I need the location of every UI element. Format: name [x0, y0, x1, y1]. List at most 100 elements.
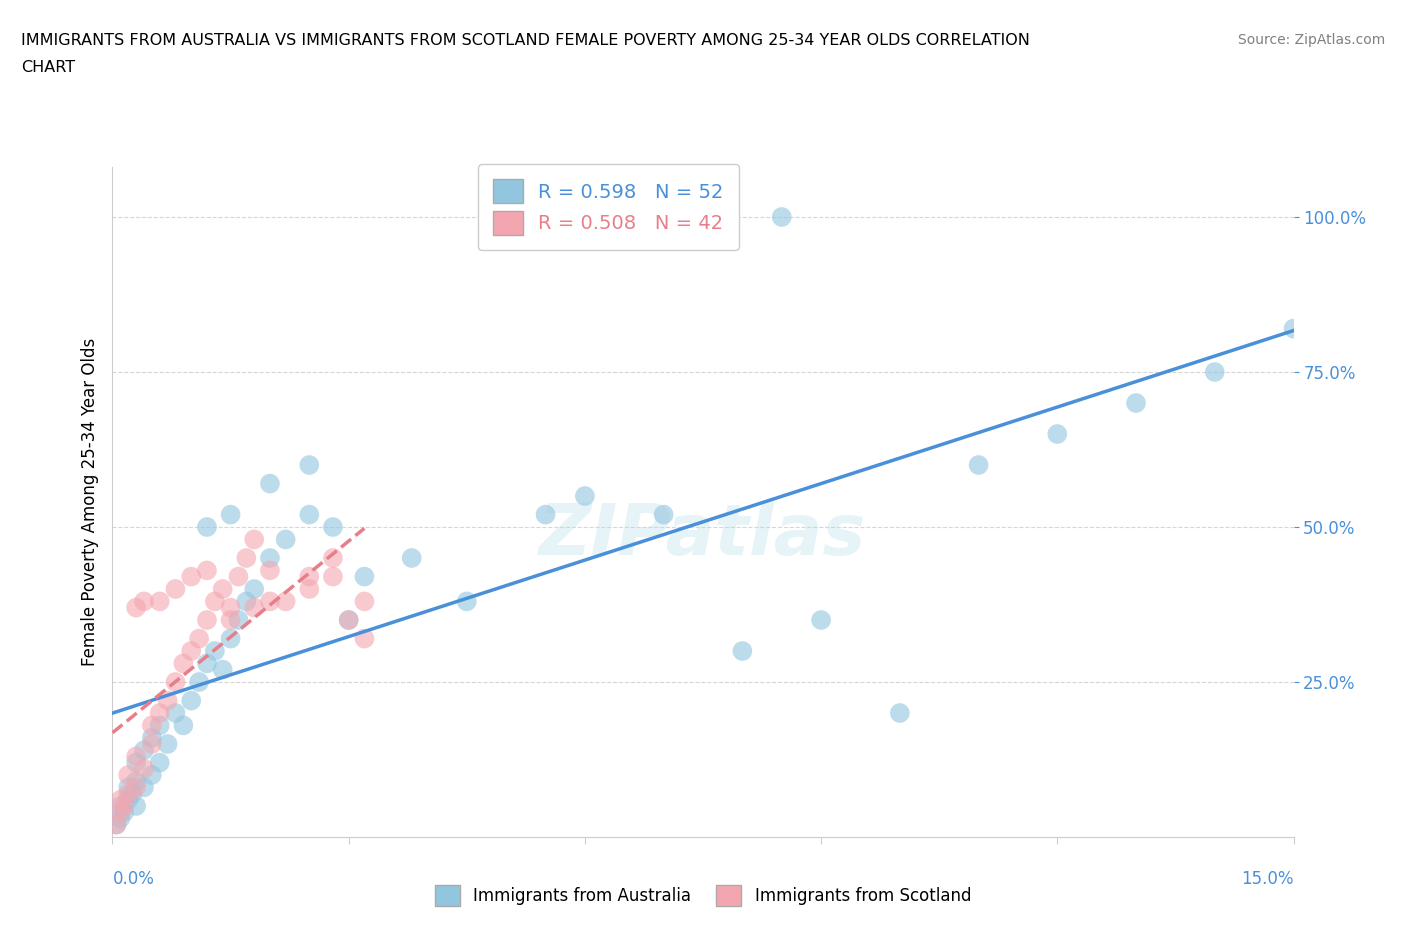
Text: 15.0%: 15.0%	[1241, 870, 1294, 888]
Point	[652, 507, 675, 522]
Point	[322, 520, 344, 535]
Point	[195, 656, 218, 671]
Point	[259, 476, 281, 491]
Point	[110, 804, 132, 819]
Point	[149, 594, 172, 609]
Point	[1204, 365, 1226, 379]
Text: 0.0%: 0.0%	[112, 870, 155, 888]
Point	[125, 600, 148, 615]
Point	[172, 656, 194, 671]
Text: CHART: CHART	[21, 60, 75, 75]
Point	[165, 674, 187, 689]
Point	[337, 613, 360, 628]
Point	[180, 693, 202, 708]
Point	[195, 520, 218, 535]
Point	[353, 594, 375, 609]
Point	[141, 718, 163, 733]
Point	[219, 613, 242, 628]
Point	[172, 718, 194, 733]
Point	[121, 786, 143, 801]
Point	[132, 762, 155, 777]
Point	[125, 749, 148, 764]
Text: IMMIGRANTS FROM AUSTRALIA VS IMMIGRANTS FROM SCOTLAND FEMALE POVERTY AMONG 25-34: IMMIGRANTS FROM AUSTRALIA VS IMMIGRANTS …	[21, 33, 1031, 47]
Y-axis label: Female Poverty Among 25-34 Year Olds: Female Poverty Among 25-34 Year Olds	[80, 339, 98, 666]
Point	[125, 774, 148, 789]
Point	[353, 569, 375, 584]
Point	[112, 799, 135, 814]
Point	[259, 551, 281, 565]
Point	[298, 507, 321, 522]
Point	[259, 563, 281, 578]
Point	[125, 755, 148, 770]
Point	[156, 693, 179, 708]
Point	[204, 594, 226, 609]
Point	[105, 817, 128, 832]
Point	[125, 799, 148, 814]
Point	[243, 600, 266, 615]
Point	[117, 786, 139, 801]
Point	[141, 730, 163, 745]
Point	[401, 551, 423, 565]
Point	[149, 755, 172, 770]
Point	[112, 804, 135, 819]
Legend: Immigrants from Australia, Immigrants from Scotland: Immigrants from Australia, Immigrants fr…	[429, 879, 977, 912]
Point	[132, 780, 155, 795]
Point	[322, 569, 344, 584]
Point	[195, 563, 218, 578]
Point	[180, 569, 202, 584]
Point	[731, 644, 754, 658]
Point	[165, 706, 187, 721]
Point	[1046, 427, 1069, 442]
Point	[274, 594, 297, 609]
Point	[204, 644, 226, 658]
Point	[125, 780, 148, 795]
Point	[180, 644, 202, 658]
Point	[165, 581, 187, 596]
Point	[132, 594, 155, 609]
Point	[243, 532, 266, 547]
Point	[105, 817, 128, 832]
Point	[967, 458, 990, 472]
Point	[534, 507, 557, 522]
Point	[456, 594, 478, 609]
Point	[141, 767, 163, 782]
Point	[110, 811, 132, 826]
Point	[219, 507, 242, 522]
Point	[298, 581, 321, 596]
Point	[156, 737, 179, 751]
Point	[149, 706, 172, 721]
Point	[298, 569, 321, 584]
Point	[574, 488, 596, 503]
Point	[322, 551, 344, 565]
Point	[228, 613, 250, 628]
Point	[188, 674, 211, 689]
Legend: R = 0.598   N = 52, R = 0.508   N = 42: R = 0.598 N = 52, R = 0.508 N = 42	[478, 164, 740, 250]
Point	[117, 767, 139, 782]
Point	[235, 594, 257, 609]
Point	[337, 613, 360, 628]
Point	[117, 780, 139, 795]
Point	[117, 792, 139, 807]
Point	[1125, 395, 1147, 410]
Point	[211, 662, 233, 677]
Point	[353, 631, 375, 646]
Point	[141, 737, 163, 751]
Point	[219, 600, 242, 615]
Point	[149, 718, 172, 733]
Point	[770, 209, 793, 224]
Point	[132, 743, 155, 758]
Point	[211, 581, 233, 596]
Point	[235, 551, 257, 565]
Point	[110, 792, 132, 807]
Point	[298, 458, 321, 472]
Point	[810, 613, 832, 628]
Point	[195, 613, 218, 628]
Point	[889, 706, 911, 721]
Point	[228, 569, 250, 584]
Point	[274, 532, 297, 547]
Point	[1282, 321, 1305, 336]
Point	[188, 631, 211, 646]
Point	[219, 631, 242, 646]
Text: Source: ZipAtlas.com: Source: ZipAtlas.com	[1237, 33, 1385, 46]
Text: ZIPatlas: ZIPatlas	[540, 501, 866, 570]
